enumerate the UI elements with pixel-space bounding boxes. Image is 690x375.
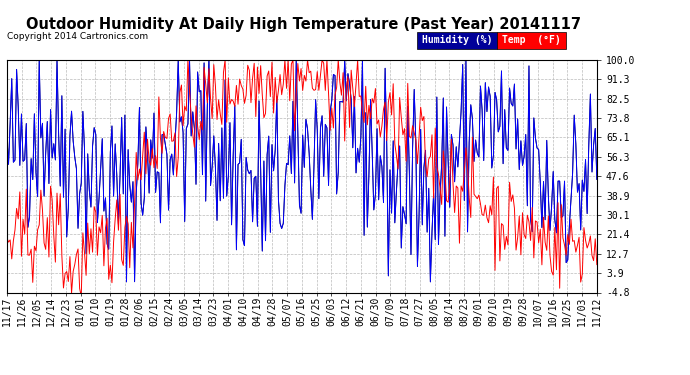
Text: Outdoor Humidity At Daily High Temperature (Past Year) 20141117: Outdoor Humidity At Daily High Temperatu… — [26, 17, 581, 32]
Text: Temp  (°F): Temp (°F) — [502, 35, 561, 45]
Text: Copyright 2014 Cartronics.com: Copyright 2014 Cartronics.com — [7, 32, 148, 41]
Text: Humidity (%): Humidity (%) — [422, 35, 493, 45]
